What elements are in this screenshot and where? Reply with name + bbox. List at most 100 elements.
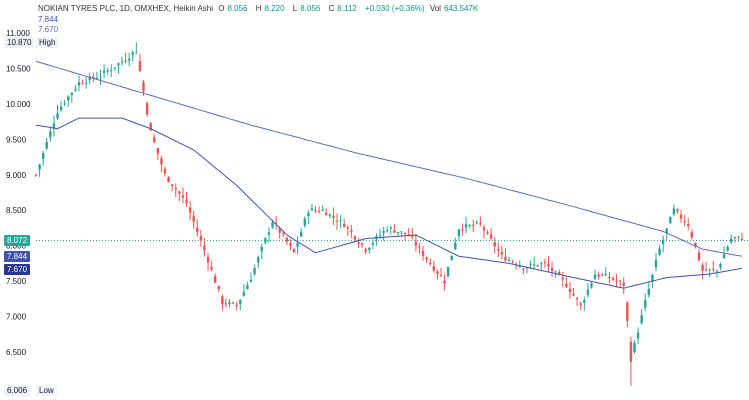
candle-body[interactable] — [425, 257, 428, 260]
candle-body[interactable] — [310, 208, 314, 211]
candle-body[interactable] — [92, 76, 95, 79]
candle-body[interactable] — [436, 271, 439, 274]
candle-body[interactable] — [371, 243, 375, 245]
candle-body[interactable] — [156, 148, 160, 154]
candle-body[interactable] — [131, 52, 134, 55]
candle-body[interactable] — [49, 131, 52, 138]
candle-body[interactable] — [504, 256, 507, 261]
candle-body[interactable] — [206, 256, 210, 263]
candle-body[interactable] — [622, 282, 625, 286]
candle-body[interactable] — [167, 176, 170, 182]
candle-body[interactable] — [181, 195, 185, 198]
candles[interactable] — [34, 42, 744, 387]
candle-body[interactable] — [518, 266, 522, 268]
candle-body[interactable] — [174, 187, 177, 190]
candle-body[interactable] — [332, 215, 335, 218]
candle-body[interactable] — [117, 63, 120, 66]
candle-body[interactable] — [274, 222, 278, 224]
candle-body[interactable] — [127, 58, 131, 61]
candle-body[interactable] — [446, 266, 450, 277]
candle-body[interactable] — [568, 288, 572, 293]
candle-body[interactable] — [185, 199, 188, 204]
candle-body[interactable] — [386, 230, 389, 232]
candle-body[interactable] — [561, 277, 565, 280]
candle-body[interactable] — [224, 303, 228, 305]
candle-body[interactable] — [292, 249, 296, 253]
candle-body[interactable] — [256, 257, 260, 263]
candle-body[interactable] — [529, 263, 532, 265]
candle-body[interactable] — [636, 332, 640, 339]
candle-body[interactable] — [658, 248, 661, 255]
candle-body[interactable] — [188, 207, 192, 213]
candle-body[interactable] — [507, 260, 511, 262]
candle-body[interactable] — [737, 236, 740, 238]
candle-body[interactable] — [618, 280, 622, 282]
candle-body[interactable] — [393, 230, 396, 233]
candle-body[interactable] — [253, 267, 256, 275]
candle-body[interactable] — [242, 291, 246, 296]
candle-body[interactable] — [235, 304, 238, 306]
candle-body[interactable] — [525, 267, 529, 269]
candle-body[interactable] — [38, 164, 41, 170]
candle-body[interactable] — [396, 232, 400, 234]
candle-body[interactable] — [497, 249, 500, 251]
candle-body[interactable] — [41, 152, 45, 159]
candle-body[interactable] — [651, 274, 654, 282]
candle-body[interactable] — [583, 300, 586, 303]
candle-body[interactable] — [712, 268, 715, 270]
candle-body[interactable] — [321, 209, 324, 211]
candle-body[interactable] — [590, 283, 593, 288]
candle-body[interactable] — [303, 218, 306, 226]
candle-body[interactable] — [708, 269, 711, 271]
candle-body[interactable] — [357, 242, 360, 244]
candle-body[interactable] — [56, 113, 59, 119]
candle-body[interactable] — [360, 243, 364, 245]
candle-body[interactable] — [543, 261, 547, 263]
candle-body[interactable] — [196, 227, 199, 232]
candle-body[interactable] — [601, 274, 604, 276]
candle-body[interactable] — [464, 224, 468, 228]
candle-body[interactable] — [289, 243, 292, 246]
candle-body[interactable] — [586, 289, 590, 295]
candle-body[interactable] — [443, 280, 446, 284]
candle-body[interactable] — [81, 83, 84, 85]
candle-body[interactable] — [676, 209, 679, 212]
candle-body[interactable] — [77, 82, 81, 86]
candle-body[interactable] — [536, 265, 539, 267]
candle-body[interactable] — [271, 222, 274, 228]
candle-body[interactable] — [450, 255, 453, 261]
candle-body[interactable] — [74, 88, 77, 91]
candle-body[interactable] — [343, 223, 346, 228]
candle-body[interactable] — [178, 191, 181, 194]
candle-body[interactable] — [364, 248, 367, 252]
candle-body[interactable] — [500, 251, 504, 255]
candle-body[interactable] — [267, 232, 271, 235]
candle-body[interactable] — [475, 222, 479, 224]
candle-body[interactable] — [52, 123, 56, 129]
candle-body[interactable] — [472, 224, 475, 226]
candle-body[interactable] — [565, 283, 568, 287]
candle-body[interactable] — [285, 237, 289, 242]
candle-body[interactable] — [278, 228, 281, 233]
candle-body[interactable] — [45, 141, 48, 149]
candle-body[interactable] — [640, 314, 643, 324]
candle-body[interactable] — [368, 247, 371, 251]
candle-body[interactable] — [307, 212, 310, 217]
candle-body[interactable] — [697, 252, 701, 261]
candle-body[interactable] — [726, 247, 729, 251]
candle-body[interactable] — [217, 285, 220, 290]
candle-body[interactable] — [540, 263, 543, 265]
candle-body[interactable] — [719, 264, 722, 268]
candle-body[interactable] — [346, 227, 349, 229]
candle-body[interactable] — [99, 76, 102, 78]
candle-body[interactable] — [532, 264, 536, 266]
candle-body[interactable] — [149, 123, 152, 131]
candle-body[interactable] — [672, 208, 676, 214]
candle-body[interactable] — [486, 232, 489, 234]
candle-body[interactable] — [644, 300, 647, 308]
candle-body[interactable] — [170, 184, 174, 187]
candle-body[interactable] — [461, 229, 464, 231]
candle-body[interactable] — [493, 242, 496, 247]
candle-body[interactable] — [325, 212, 328, 216]
